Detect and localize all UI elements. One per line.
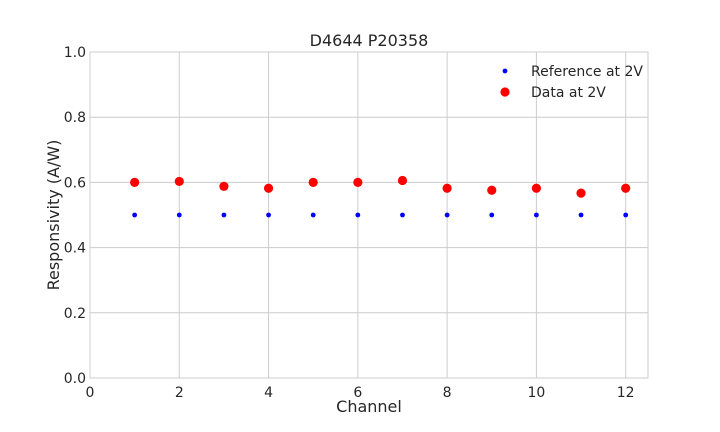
data-point — [221, 212, 227, 218]
y-tick-label: 0.6 — [64, 175, 86, 191]
data-point — [266, 212, 271, 218]
data-point — [400, 212, 405, 218]
data-point — [621, 183, 631, 193]
x-axis-ticks: 0 2 4 6 8 10 12 — [86, 385, 635, 401]
x-tick-label: 8 — [443, 385, 452, 401]
legend-marker — [500, 87, 510, 97]
data-point — [219, 181, 229, 191]
data-point — [132, 212, 138, 218]
data-point — [578, 212, 584, 218]
y-tick-label: 0.0 — [64, 371, 86, 387]
data-point — [576, 188, 586, 198]
data-point — [531, 183, 542, 193]
y-axis-ticks: 0.0 0.2 0.4 0.6 0.8 1.0 — [64, 45, 86, 387]
data-point — [353, 177, 363, 187]
data-point — [623, 212, 629, 218]
x-tick-label: 12 — [617, 385, 635, 401]
plot-area — [89, 51, 649, 379]
legend-label: Data at 2V — [531, 85, 606, 101]
data-point — [263, 183, 274, 193]
y-tick-label: 0.2 — [64, 306, 86, 322]
x-tick-label: 10 — [527, 385, 545, 401]
data-point — [174, 176, 184, 187]
y-tick-label: 1.0 — [64, 45, 86, 61]
x-tick-label: 2 — [175, 385, 184, 401]
series-reference — [132, 212, 629, 218]
y-axis-title: Responsivity (A/W) — [44, 140, 63, 291]
x-tick-label: 4 — [264, 385, 273, 401]
x-tick-label: 6 — [353, 385, 362, 401]
data-point — [176, 212, 182, 218]
legend: Reference at 2V Data at 2V — [500, 64, 643, 101]
data-point — [487, 185, 497, 195]
data-point — [534, 212, 539, 218]
data-point — [308, 177, 318, 187]
data-point — [442, 183, 452, 193]
legend-label: Reference at 2V — [531, 64, 643, 80]
data-points — [130, 175, 631, 218]
y-tick-label: 0.8 — [64, 110, 86, 126]
data-point — [489, 212, 495, 218]
x-axis-title: Channel — [336, 397, 402, 416]
x-tick-label: 0 — [86, 385, 95, 401]
data-point — [444, 212, 450, 218]
data-point — [310, 212, 316, 218]
legend-marker — [502, 68, 508, 74]
y-tick-label: 0.4 — [64, 241, 86, 257]
chart-title: D4644 P20358 — [310, 31, 429, 50]
data-point — [397, 175, 408, 186]
series-data — [130, 175, 631, 198]
data-point — [355, 212, 361, 218]
data-point — [130, 177, 140, 187]
